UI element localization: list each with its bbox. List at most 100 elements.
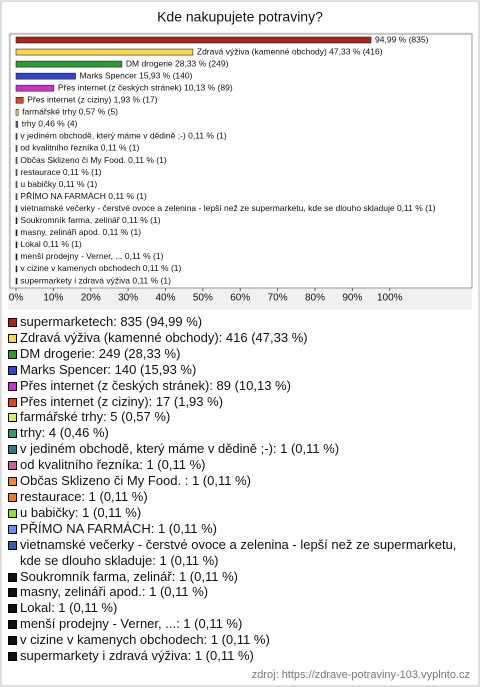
value-label: DM drogerie 28,33 % (249) (126, 58, 229, 68)
bar (15, 96, 24, 104)
bar (15, 36, 372, 44)
legend-label: v cizine v kamenych obchodech: 1 (0,11 %… (20, 632, 270, 648)
value-label: Zdravá výživa (kamenné obchody) 47,33 % … (197, 46, 383, 56)
legend-swatch (8, 524, 17, 534)
x-tick-label: 50% (193, 293, 213, 304)
legend-entry: u babičky: 1 (0,11 %) (8, 505, 472, 521)
legend-label: vietnamské večerky - čerstvé ovoce a zel… (20, 536, 457, 568)
legend-swatch (8, 365, 17, 375)
value-label: Přes internet (z českých stránek) 10,13 … (58, 82, 233, 92)
bar (15, 241, 18, 249)
legend-label: supermarkety i zdravá výživa: 1 (0,11 %) (20, 648, 254, 664)
legend-entry: farmářské trhy: 5 (0,57 %) (8, 409, 472, 425)
x-tick-label: 70% (268, 293, 288, 304)
legend-label: Soukromník farma, zelinář: 1 (0,11 %) (20, 568, 238, 584)
legend-swatch (8, 477, 17, 487)
legend-swatch (8, 540, 17, 550)
x-tick-label: 90% (342, 293, 362, 304)
legend-entry: supermarketech: 835 (94,99 %) (8, 314, 472, 330)
legend-entry: Soukromník farma, zelinář: 1 (0,11 %) (8, 569, 472, 585)
legend-label: Lokal: 1 (0,11 %) (20, 600, 118, 616)
bar (15, 109, 19, 116)
chart-title: Kde nakupujete potraviny? (157, 9, 323, 25)
x-tick-label: 30% (118, 293, 138, 304)
bar (15, 121, 19, 128)
value-label: Marks Spencer 15,93 % (140) (80, 70, 193, 80)
legend-label: Marks Spencer: 140 (15,93 %) (20, 361, 197, 377)
bar (15, 253, 18, 261)
legend-swatch (8, 318, 17, 327)
value-label: Občas Sklizeno či My Food. 0,11 % (1) (20, 155, 166, 165)
legend-label: supermarketech: 835 (94,99 %) (20, 314, 203, 329)
legend-entry: Občas Sklizeno či My Food. : 1 (0,11 %) (8, 473, 472, 489)
value-label: v jediném obchodě, který máme v dědině ;… (20, 131, 226, 141)
value-label: farmářské trhy 0,57 % (5) (22, 107, 118, 117)
legend-label: menší prodejny - Verner, ...: 1 (0,11 %) (20, 616, 243, 632)
x-tick-label: 10% (43, 293, 63, 304)
bar (15, 193, 18, 200)
value-label: Přes internet (z ciziny) 1,93 % (17) (27, 95, 158, 105)
bar (15, 217, 18, 225)
bar (15, 48, 194, 56)
value-label: 94,99 % (835) (375, 34, 429, 44)
bar (15, 181, 18, 188)
legend-label: PŘÍMO NA FARMÁCH: 1 (0,11 %) (20, 520, 217, 536)
bar (15, 72, 76, 80)
legend-entry: Lokal: 1 (0,11 %) (8, 600, 472, 616)
value-label: trhy 0,46 % (4) (22, 119, 78, 129)
value-label: u babičky 0,11 % (1) (20, 179, 97, 189)
legend-label: Zdravá výživa (kamenné obchody): 416 (47… (20, 329, 308, 345)
bar (15, 229, 18, 237)
legend-entry: Marks Spencer: 140 (15,93 %) (8, 362, 472, 378)
bar (15, 133, 18, 140)
legend-entry: Zdravá výživa (kamenné obchody): 416 (47… (8, 330, 472, 346)
legend-label: od kvalitního řezníka: 1 (0,11 %) (20, 457, 206, 473)
legend-entry: v jediném obchodě, který máme v dědině ;… (8, 441, 472, 457)
value-label: restaurace 0,11 % (1) (20, 167, 101, 177)
value-label: menší prodejny - Verner, ... 0,11 % (1) (20, 251, 163, 261)
legend-label: restaurace: 1 (0,11 %) (20, 488, 148, 504)
value-label: PŘÍMO NA FARMÁCH 0,11 % (1) (20, 191, 147, 201)
legend-swatch (8, 445, 17, 455)
legend-entry: vietnamské večerky - čerstvé ovoce a zel… (8, 537, 472, 569)
legend-swatch (8, 652, 17, 662)
plot-area (9, 33, 473, 289)
x-tick-label: 60% (230, 293, 250, 304)
value-label: Lokal 0,11 % (1) (20, 239, 81, 249)
legend-swatch (8, 349, 17, 359)
legend-entry: PŘÍMO NA FARMÁCH: 1 (0,11 %) (8, 521, 472, 537)
source-note: zdroj: https://zdrave-potraviny-103.vypl… (251, 669, 470, 681)
bar (15, 84, 55, 92)
legend-entry: trhy: 4 (0,46 %) (8, 425, 472, 441)
legend-swatch (8, 413, 17, 423)
legend-label: trhy: 4 (0,46 %) (20, 425, 109, 441)
legend-swatch (8, 620, 17, 630)
legend-swatch (8, 333, 17, 343)
legend-entry: v cizine v kamenych obchodech: 1 (0,11 %… (8, 632, 472, 648)
legend-label: v jediném obchodě, který máme v dědině ;… (20, 441, 340, 457)
bar (15, 157, 18, 164)
legend-entry: Přes internet (z českých stránek): 89 (1… (8, 378, 472, 394)
legend-label: farmářské trhy: 5 (0,57 %) (20, 409, 171, 425)
bar (15, 60, 123, 68)
legend-label: Občas Sklizeno či My Food. : 1 (0,11 %) (20, 473, 251, 489)
value-label: Soukromník farma, zelinář 0,11 % (1) (20, 215, 160, 225)
x-tick-label: 80% (305, 293, 325, 304)
legend-entry: menší prodejny - Verner, ...: 1 (0,11 %) (8, 616, 472, 632)
legend-label: Přes internet (z českých stránek): 89 (1… (20, 377, 291, 393)
legend-entry: Přes internet (z ciziny): 17 (1,93 %) (8, 394, 472, 410)
legend-label: masny, zelináři apod.: 1 (0,11 %) (20, 584, 209, 600)
x-tick-label: 100% (377, 293, 403, 304)
x-tick-label: 40% (156, 293, 176, 304)
value-label: v cizine v kamenych obchodech 0,11 % (1) (20, 263, 181, 273)
legend-swatch (8, 588, 17, 598)
bar (15, 205, 18, 212)
legend-label: u babičky: 1 (0,11 %) (20, 504, 142, 520)
legend-entry: restaurace: 1 (0,11 %) (8, 489, 472, 505)
bar (15, 145, 18, 152)
value-label: vietnamské večerky - čerstvé ovoce a zel… (20, 203, 435, 213)
legend-entry: DM drogerie: 249 (28,33 %) (8, 346, 472, 362)
legend-swatch (8, 397, 17, 407)
bar (15, 169, 18, 176)
